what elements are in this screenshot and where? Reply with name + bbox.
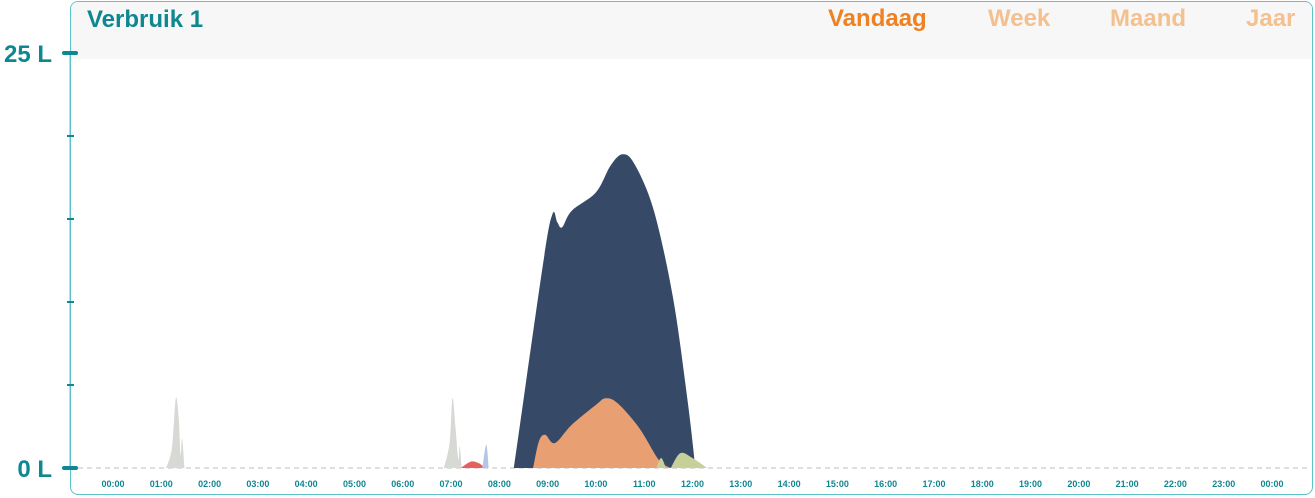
series-area-4 (513, 154, 696, 468)
x-tick-label: 21:00 (1116, 479, 1139, 489)
x-tick-label: 01:00 (150, 479, 173, 489)
x-tick-label: 03:00 (246, 479, 269, 489)
period-tabs: Vandaag Week Maand Jaar (71, 5, 1312, 39)
series-area-0 (166, 397, 185, 468)
tab-maand[interactable]: Maand (1110, 5, 1187, 32)
series-layer (166, 154, 707, 468)
x-tick-label: 17:00 (922, 479, 945, 489)
chart-panel: Verbruik 1 Vandaag Week Maand Jaar (70, 1, 1313, 495)
x-tick-label: 16:00 (874, 479, 897, 489)
x-tick-label: 00:00 (1260, 479, 1283, 489)
x-tick-label: 23:00 (1212, 479, 1235, 489)
chart-title: Verbruik 1 (87, 6, 204, 33)
x-tick-label: 07:00 (440, 479, 463, 489)
x-tick-label: 10:00 (584, 479, 607, 489)
y-min-label: 0 L (17, 456, 52, 483)
x-tick-label: 11:00 (633, 479, 656, 489)
x-tick-label: 22:00 (1164, 479, 1187, 489)
series-area-2 (460, 461, 485, 468)
x-tick-label: 18:00 (971, 479, 994, 489)
x-tick-label: 06:00 (391, 479, 414, 489)
x-tick-label: 00:00 (101, 479, 124, 489)
x-tick-label: 15:00 (826, 479, 849, 489)
series-area-5 (533, 398, 671, 468)
tab-jaar[interactable]: Jaar (1246, 5, 1296, 32)
y-max-label: 25 L (4, 41, 52, 68)
x-tick-label: 05:00 (343, 479, 366, 489)
tab-week[interactable]: Week (988, 5, 1051, 32)
x-tick-label: 14:00 (778, 479, 801, 489)
tab-vandaag[interactable]: Vandaag (828, 5, 927, 32)
x-tick-label: 09:00 (536, 479, 559, 489)
header-bar (71, 2, 1312, 59)
series-area-3 (482, 444, 489, 468)
x-tick-label: 02:00 (198, 479, 221, 489)
x-tick-label: 19:00 (1019, 479, 1042, 489)
series-area-6 (656, 458, 666, 468)
x-tick-label: 13:00 (729, 479, 752, 489)
series-area-1 (443, 398, 462, 468)
x-tick-label: 08:00 (488, 479, 511, 489)
x-tick-label: 12:00 (681, 479, 704, 489)
x-tick-label: 20:00 (1067, 479, 1090, 489)
x-axis: 00:00 01:00 02:00 03:00 04:00 05:00 06:00 07:00… (101, 479, 1283, 489)
x-tick-label: 04:00 (295, 479, 318, 489)
series-area-7 (670, 452, 707, 468)
